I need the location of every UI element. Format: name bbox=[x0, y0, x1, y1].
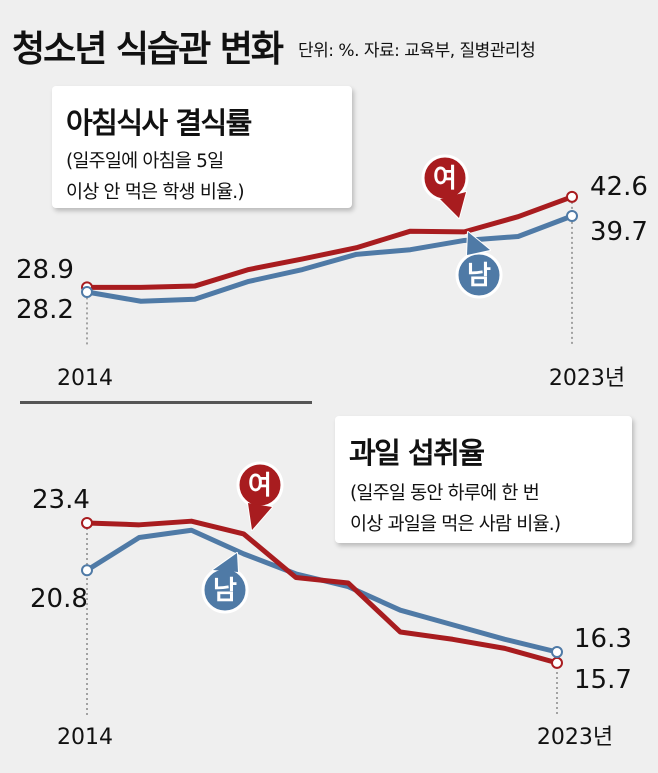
breakfast-point-male-2023 bbox=[566, 210, 578, 222]
fruit-point-female-2023 bbox=[551, 656, 563, 669]
breakfast-value-label-end-top: 42.6 bbox=[590, 172, 648, 202]
source-note: 단위: %. 자료: 교육부, 질병관리청 bbox=[298, 41, 536, 61]
page-title: 청소년 식습관 변화 bbox=[12, 29, 284, 70]
fruit-point-female-2014 bbox=[81, 517, 93, 529]
breakfast-value-label-end-bottom: 39.7 bbox=[590, 217, 648, 247]
fruit-chart-title: 과일 섭취율 bbox=[349, 436, 485, 470]
breakfast-tick-label-start: 2014 bbox=[57, 366, 113, 391]
breakfast-chart-subtitle: (일주일에 아침을 5일 이상 안 먹은 학생 비율.) bbox=[66, 151, 245, 203]
breakfast-series-line-male bbox=[84, 213, 575, 304]
fruit-point-male-2014 bbox=[81, 564, 93, 577]
fruit-chart-subtitle: (일주일 동안 하루에 한 번 이상 과일을 먹은 사람 비율.) bbox=[350, 483, 561, 535]
section-divider bbox=[20, 401, 312, 404]
fruit-tick-label-start: 2014 bbox=[57, 725, 113, 750]
fruit-series-line-female bbox=[84, 518, 560, 666]
breakfast-point-female-2023 bbox=[566, 190, 578, 203]
fruit-tick-label-end: 2023년 bbox=[537, 725, 613, 750]
fruit-value-label-start-bottom: 20.8 bbox=[30, 584, 88, 614]
breakfast-series-line-female bbox=[84, 194, 575, 290]
breakfast-tick-label-end: 2023년 bbox=[549, 366, 625, 391]
breakfast-legend-bubble-tail-fill-female bbox=[440, 192, 466, 218]
fruit-legend-label-female: 여 bbox=[248, 471, 272, 501]
breakfast-value-label-start-bottom: 28.2 bbox=[16, 295, 74, 325]
fruit-legend-bubble-tail-fill-male bbox=[213, 553, 238, 572]
fruit-legend-bubble-tail-fill-female bbox=[248, 503, 272, 530]
breakfast-point-male-2014 bbox=[81, 286, 93, 298]
breakfast-chart-title: 아침식사 결식률 bbox=[66, 106, 252, 140]
breakfast-legend-bubble-tail-fill-male bbox=[467, 232, 490, 255]
fruit-value-label-end-top: 16.3 bbox=[574, 624, 632, 654]
breakfast-chart-callout: 아침식사 결식률 (일주일에 아침을 5일 이상 안 먹은 학생 비율.) bbox=[52, 86, 352, 208]
breakfast-legend-label-male: 남 bbox=[467, 261, 491, 291]
fruit-series-line-male bbox=[84, 527, 560, 655]
fruit-chart-callout: 과일 섭취율 (일주일 동안 하루에 한 번 이상 과일을 먹은 사람 비율.) bbox=[335, 416, 632, 543]
fruit-value-label-start-top: 23.4 bbox=[32, 485, 90, 515]
breakfast-legend-bubble-male bbox=[455, 251, 503, 299]
breakfast-value-label-start-top: 28.9 bbox=[16, 255, 74, 285]
breakfast-legend-label-female: 여 bbox=[433, 164, 457, 194]
fruit-legend-label-male: 남 bbox=[213, 576, 237, 606]
fruit-point-male-2023 bbox=[551, 646, 563, 658]
fruit-value-label-end-bottom: 15.7 bbox=[574, 665, 632, 695]
